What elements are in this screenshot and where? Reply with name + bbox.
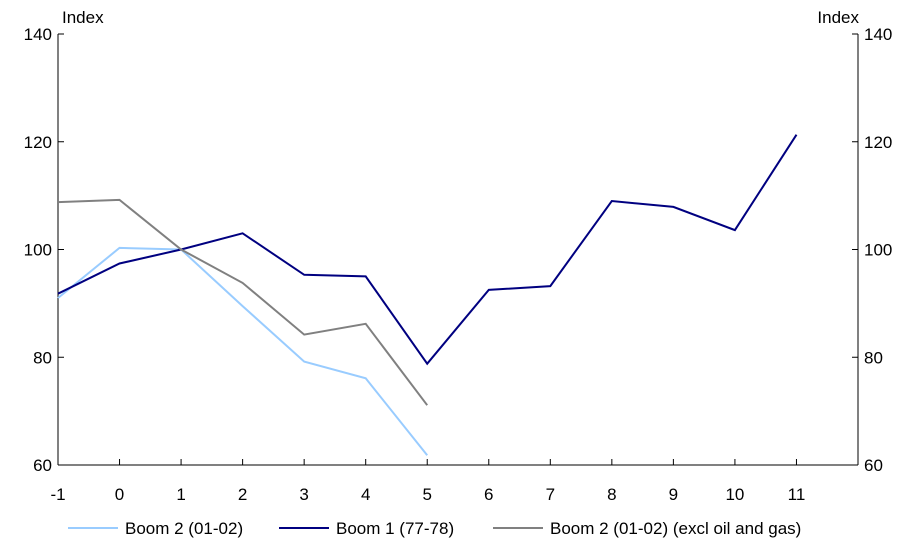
y-tick-label-left: 60 xyxy=(33,456,52,475)
x-tick-label: 11 xyxy=(788,485,806,504)
y-tick-label-right: 60 xyxy=(864,456,883,475)
x-tick-label: 3 xyxy=(299,485,308,504)
x-tick-label: 1 xyxy=(176,485,185,504)
x-tick-label: 10 xyxy=(725,485,744,504)
x-tick-label: 6 xyxy=(484,485,493,504)
x-tick-label: 5 xyxy=(422,485,431,504)
tick-group: 60 60 80 80 100 100 120 120 140 140 -1 0 1 2 3 4 5 6 7 8 9 10… xyxy=(24,25,893,504)
legend-label-3: Boom 2 (01-02) (excl oil and gas) xyxy=(550,519,801,538)
y-tick-label-left: 120 xyxy=(24,133,52,152)
x-tick-label: 8 xyxy=(607,485,616,504)
y-tick-label-right: 120 xyxy=(864,133,892,152)
legend-label-1: Boom 2 (01-02) xyxy=(125,519,243,538)
y-tick-label-left: 100 xyxy=(24,241,52,260)
y-tick-label-right: 100 xyxy=(864,241,892,260)
right-axis-unit-label: Index xyxy=(817,8,859,27)
x-tick-label: -1 xyxy=(50,485,65,504)
x-tick-label: 2 xyxy=(238,485,247,504)
y-tick-label-left: 140 xyxy=(24,25,52,44)
series-line-1 xyxy=(57,246,428,456)
series-line-3 xyxy=(57,198,428,406)
x-tick-label: 7 xyxy=(546,485,555,504)
x-tick-label: 4 xyxy=(361,485,370,504)
legend-label-2: Boom 1 (77-78) xyxy=(336,519,454,538)
series-group xyxy=(57,134,798,456)
y-tick-label-left: 80 xyxy=(33,348,52,367)
left-axis-unit-label: Index xyxy=(62,8,104,27)
y-tick-label-right: 140 xyxy=(864,25,892,44)
y-tick-label-right: 80 xyxy=(864,348,883,367)
x-tick-label: 0 xyxy=(115,485,124,504)
legend: Boom 2 (01-02) Boom 1 (77-78) Boom 2 (01-0… xyxy=(68,519,801,538)
x-tick-label: 9 xyxy=(669,485,678,504)
